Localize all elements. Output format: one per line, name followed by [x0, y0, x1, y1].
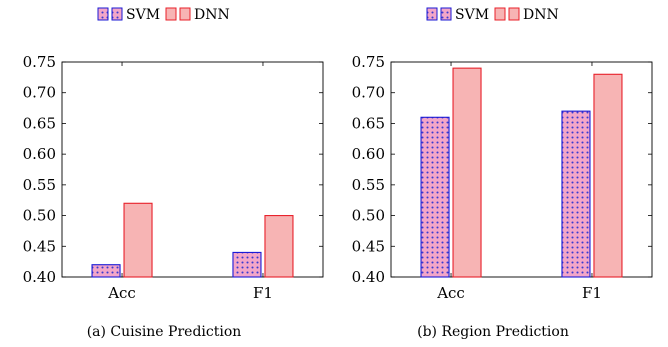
panel-caption: (b) Region Prediction — [417, 324, 569, 340]
x-tick-label: F1 — [582, 284, 602, 302]
y-tick-label: 0.55 — [23, 176, 56, 194]
bar-svm-f1 — [561, 110, 591, 278]
legend: SVM DNN — [426, 7, 559, 23]
legend-swatch-dnn — [494, 7, 506, 21]
legend-label-svm: SVM — [455, 7, 489, 23]
y-tick-label: 0.75 — [23, 53, 56, 71]
y-tick-label: 0.70 — [23, 84, 56, 102]
y-tick-label: 0.65 — [352, 114, 385, 132]
bar-svm-acc — [420, 116, 450, 278]
bar-dnn-acc — [123, 202, 153, 278]
x-tick-label: Acc — [107, 284, 136, 302]
chart-panel-a: 0.40 0.45 0.50 0.55 0.60 0.65 0.70 0.75 Acc F1 SVM… — [23, 7, 324, 340]
legend-swatch-svm — [426, 7, 438, 21]
axes-frame — [390, 61, 653, 278]
legend-label-dnn: DNN — [194, 7, 230, 23]
bar-dnn-f1 — [264, 215, 294, 278]
y-tick-label: 0.40 — [23, 268, 56, 286]
bar-dnn-acc — [452, 67, 482, 278]
legend-label-svm: SVM — [126, 7, 160, 23]
bar-dnn-f1 — [593, 73, 623, 278]
legend-label-dnn: DNN — [523, 7, 559, 23]
x-tick-label: Acc — [436, 284, 465, 302]
legend-swatch-dnn-2 — [508, 7, 520, 21]
chart-panel-b: 0.40 0.45 0.50 0.55 0.60 0.65 0.70 0.75 Acc F1 SVM… — [352, 7, 653, 340]
y-tick-label: 0.50 — [23, 207, 56, 225]
legend-swatch-dnn — [165, 7, 177, 21]
panel-caption: (a) Cuisine Prediction — [87, 324, 242, 340]
y-tick-label: 0.45 — [352, 237, 385, 255]
y-tick-label: 0.60 — [23, 145, 56, 163]
axes-frame — [61, 61, 324, 278]
y-tick-label: 0.75 — [352, 53, 385, 71]
x-tick-label: F1 — [253, 284, 273, 302]
y-tick-label: 0.45 — [23, 237, 56, 255]
y-tick-label: 0.55 — [352, 176, 385, 194]
y-tick-label: 0.60 — [352, 145, 385, 163]
y-tick-label: 0.40 — [352, 268, 385, 286]
legend-swatch-svm — [97, 7, 109, 21]
legend: SVM DNN — [97, 7, 230, 23]
y-tick-label: 0.65 — [23, 114, 56, 132]
legend-swatch-svm-2 — [111, 7, 123, 21]
y-tick-label: 0.70 — [352, 84, 385, 102]
legend-swatch-svm-2 — [440, 7, 452, 21]
bar-svm-f1 — [232, 251, 262, 278]
legend-swatch-dnn-2 — [179, 7, 191, 21]
y-tick-label: 0.50 — [352, 207, 385, 225]
bar-svm-acc — [91, 264, 121, 278]
